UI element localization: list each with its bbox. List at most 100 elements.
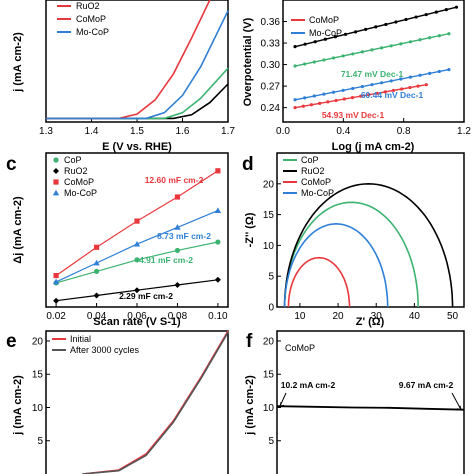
panel-c-point-cop <box>174 247 181 254</box>
panel-c-xtick-label: 0.10 <box>208 311 228 322</box>
panel-e-ytick-label: 20 <box>32 336 44 347</box>
panel-d-xtick-label: 30 <box>371 311 383 322</box>
panel-f-ytick-label: 15 <box>263 370 275 381</box>
panel-b-xtick-label: 0.0 <box>276 126 290 137</box>
panel-b-annotation-blue: 60.44 mV Dec-1 <box>361 90 424 100</box>
legend-ruo2: RuO2 <box>301 166 325 176</box>
panel-c: c 0.02 0.04 0.06 0.08 0.10 CoPRuO2CoMoPMo-Co… <box>6 152 229 328</box>
panel-c-point-mo-cop <box>214 207 222 214</box>
panel-e-legend: Initial After 3000 cycles <box>52 334 140 355</box>
panel-c-annotation-red: 12.60 mF cm-2 <box>145 175 204 185</box>
panel-b-xtick-label: 1.2 <box>457 126 471 137</box>
panel-f: f 20 15 10 5 CoMoP 10.2 mA cm-2 9.67 mA cm-… <box>244 330 465 474</box>
legend-after-3000-cycles: After 3000 cycles <box>70 345 140 355</box>
panel-b-fit-mo-cop <box>294 68 450 101</box>
panel-a-xtick-label: 1.6 <box>176 126 190 137</box>
panel-c-point-mo-cop <box>174 224 181 230</box>
panel-c-xtick-label: 0.06 <box>127 311 147 322</box>
panel-c-annotation-black: 2.29 mF cm-2 <box>119 291 173 301</box>
legend-cop: CoP <box>64 155 82 165</box>
panel-c-annotation-blue: 8.73 mF cm-2 <box>157 231 211 241</box>
panel-c-point-mo-cop <box>93 259 100 266</box>
panel-e-ytick-label: 5 <box>37 436 43 447</box>
legend-ruo2: RuO2 <box>76 1 100 11</box>
legend-marker-mo-cop <box>52 189 60 196</box>
legend-marker-comop <box>53 179 59 185</box>
panel-d-arc-ruo2 <box>283 182 454 308</box>
panel-b-fit-comop <box>294 83 427 109</box>
panel-a-xlabel: E (V vs. RHE) <box>102 141 172 153</box>
panel-b-ylabel: Overpotential (V) <box>242 17 254 106</box>
panel-f-annotation-end: 9.67 mA cm-2 <box>399 380 454 390</box>
panel-b-annotation-green: 71.47 mV Dec-1 <box>341 69 404 79</box>
panel-d-ytick-label: 0 <box>268 303 274 314</box>
panel-d-ytick-label: 20 <box>263 179 275 190</box>
panel-c-point-ruo2 <box>53 297 60 304</box>
panel-b-ytick-label: 0.30 <box>261 60 281 71</box>
legend-ruo2: RuO2 <box>64 166 88 176</box>
legend-mo-cop: Mo-CoP <box>64 188 97 198</box>
panel-b-xtick-label: 0.4 <box>336 126 350 137</box>
panel-f-label: f <box>246 331 253 352</box>
panel-b-annotation-red: 54.93 mV Dec-1 <box>322 110 385 120</box>
panel-a-xtick-label: 1.7 <box>221 126 235 137</box>
panel-c-point-ruo2 <box>134 287 140 294</box>
panel-c-point-comop <box>174 194 181 200</box>
panel-c-ylabel: Δj (mA cm-2) <box>12 196 24 264</box>
panel-b-fit-ruo2 <box>294 33 450 67</box>
panel-d-xtick-label: 20 <box>332 311 344 322</box>
legend-comop: CoMoP <box>301 177 331 187</box>
panel-e-ytick-label: 15 <box>32 370 44 381</box>
panel-c-point-ruo2 <box>174 282 181 288</box>
panel-d-arc-comop <box>287 256 351 308</box>
panel-c-annotation-green: 4.91 mF cm-2 <box>139 255 193 265</box>
panel-c-xlabel: Scan rate (V S-1) <box>93 316 181 328</box>
panel-b-frame <box>282 0 465 123</box>
panel-b-ytick-label: 0.33 <box>261 39 281 50</box>
panel-c-point-mo-cop <box>52 278 60 285</box>
panel-b-ytick-label: 0.24 <box>261 103 281 114</box>
panel-f-ytick-label: 5 <box>268 436 274 447</box>
panel-c-point-ruo2 <box>214 276 221 283</box>
panel-f-series-label: CoMoP <box>285 343 315 353</box>
legend-marker-cop <box>53 157 59 163</box>
panel-c-xtick-label: 0.04 <box>87 311 107 322</box>
panel-d-frame <box>276 152 465 308</box>
panel-d-xtick-label: 10 <box>294 311 306 322</box>
panel-b-fit-cop <box>294 6 457 48</box>
panel-b-ytick-label: 0.27 <box>261 82 281 93</box>
panel-f-arrow-end <box>451 392 462 411</box>
panel-c-xtick-label: 0.08 <box>168 311 188 322</box>
panel-c-point-comop <box>93 244 100 250</box>
panel-c-xtick-label: 0.02 <box>46 311 66 322</box>
panel-c-point-comop <box>53 272 59 279</box>
legend-comop: CoMoP <box>309 15 339 25</box>
panel-e: e 20 15 10 5 Initial After 3000 cycles j (m… <box>6 330 229 474</box>
panel-e-label: e <box>6 331 17 352</box>
panel-d-ytick-label: 15 <box>263 210 275 221</box>
panel-f-series-comop <box>276 405 465 411</box>
panel-d-xtick-label: 50 <box>447 311 459 322</box>
panel-d-ytick-label: 10 <box>263 241 275 252</box>
panel-a-xtick-label: 1.5 <box>130 126 144 137</box>
legend-initial: Initial <box>70 334 91 344</box>
panel-b-ytick-label: 0.36 <box>261 17 281 28</box>
panel-e-ylabel: j (mA cm-2) <box>12 375 24 436</box>
panel-f-annotation-start: 10.2 mA cm-2 <box>281 380 336 390</box>
panel-d-arc-cop <box>283 201 419 308</box>
panel-a-legend: RuO2 CoMoP Mo-CoP <box>57 1 109 37</box>
panel-b-xtick-label: 0.8 <box>397 126 411 137</box>
panel-e-frame <box>45 330 229 474</box>
panel-c-point-comop <box>215 168 221 174</box>
panel-c-point-cop <box>134 257 140 263</box>
panel-b: 0.0 0.4 0.8 1.2 0.24 0.27 0.30 0.33 0.36 CoMoP M… <box>242 0 471 153</box>
panel-d-ytick-label: 5 <box>268 272 274 283</box>
panel-d-xlabel: Z' (Ω) <box>356 316 385 328</box>
panel-a-series-ruo2 <box>46 67 229 120</box>
panel-d-xtick-label: 40 <box>409 311 421 322</box>
panel-f-ytick-label: 20 <box>263 336 275 347</box>
panel-f-frame <box>276 330 465 474</box>
